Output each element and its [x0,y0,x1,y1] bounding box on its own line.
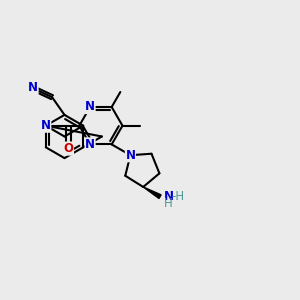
Text: N: N [41,119,51,132]
Text: N: N [164,190,174,202]
Text: N: N [85,138,95,151]
Text: N: N [125,149,135,162]
Text: H: H [164,197,173,210]
Text: N: N [85,100,95,113]
Text: N: N [28,81,38,94]
Text: -H: -H [171,190,184,202]
Polygon shape [143,187,161,199]
Text: O: O [64,142,74,155]
